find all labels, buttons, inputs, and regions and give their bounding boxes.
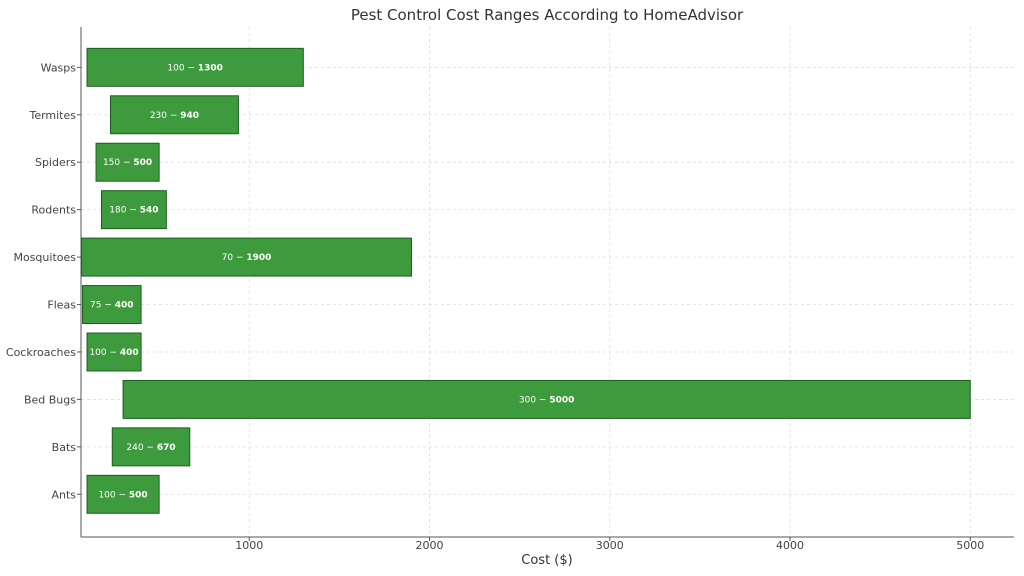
bar-range-label: 240 − 670 (126, 443, 175, 453)
bar-fleas (82, 285, 142, 325)
bar-range-label: 100 − 1300 (167, 63, 223, 73)
bar-rodents (100, 190, 167, 230)
bar-range-label: 70 − 1900 (222, 253, 272, 263)
y-category-label: Spiders (35, 156, 76, 169)
x-tick-labels: 1000 2000 3000 4000 5000 (235, 539, 984, 552)
bar-spiders (95, 142, 160, 182)
x-tick-label: 4000 (776, 539, 804, 552)
grid (81, 27, 1014, 537)
bar-range-label: 180 − 540 (109, 206, 158, 216)
chart-title: Pest Control Cost Ranges According to Ho… (351, 6, 744, 24)
x-axis-label: Cost ($) (521, 553, 572, 568)
bar-range-label: 100 − 500 (98, 490, 147, 500)
y-category-label: Termites (28, 109, 76, 122)
x-tick-label: 3000 (596, 539, 624, 552)
y-category-label: Mosquitoes (13, 251, 76, 264)
y-category-label: Bats (52, 441, 77, 454)
bar-bed-bugs (122, 379, 971, 419)
bar-bats (111, 427, 191, 467)
x-tick-label: 1000 (235, 539, 263, 552)
y-category-label: Fleas (47, 299, 76, 312)
bar-range-label: 150 − 500 (103, 158, 152, 168)
axes (77, 27, 1014, 541)
bar-cockroaches (86, 332, 142, 372)
bar-range-label: 230 − 940 (150, 111, 199, 121)
bar-termites (109, 95, 239, 135)
y-category-label: Cockroaches (6, 346, 76, 359)
bar-ants (86, 474, 160, 514)
y-category-label: Bed Bugs (24, 393, 76, 406)
x-tick-label: 2000 (416, 539, 444, 552)
bar-range-label: 300 − 5000 (519, 395, 575, 405)
x-tick-label: 5000 (956, 539, 984, 552)
y-category-label: Rodents (31, 204, 76, 217)
y-category-label: Ants (51, 488, 76, 501)
bar-mosquitoes (81, 237, 412, 277)
bar-range-label: 100 − 400 (89, 348, 138, 358)
bar-range-label: 75 − 400 (90, 301, 134, 311)
bar-wasps (86, 47, 304, 87)
y-category-label: Wasps (41, 61, 77, 74)
bars: 100 − 500 240 − 670 300 − 5000 100 − 400 75 … (81, 47, 971, 514)
y-category-labels: Ants Bats Bed Bugs Cockroaches Fleas Mosquito… (6, 61, 76, 501)
